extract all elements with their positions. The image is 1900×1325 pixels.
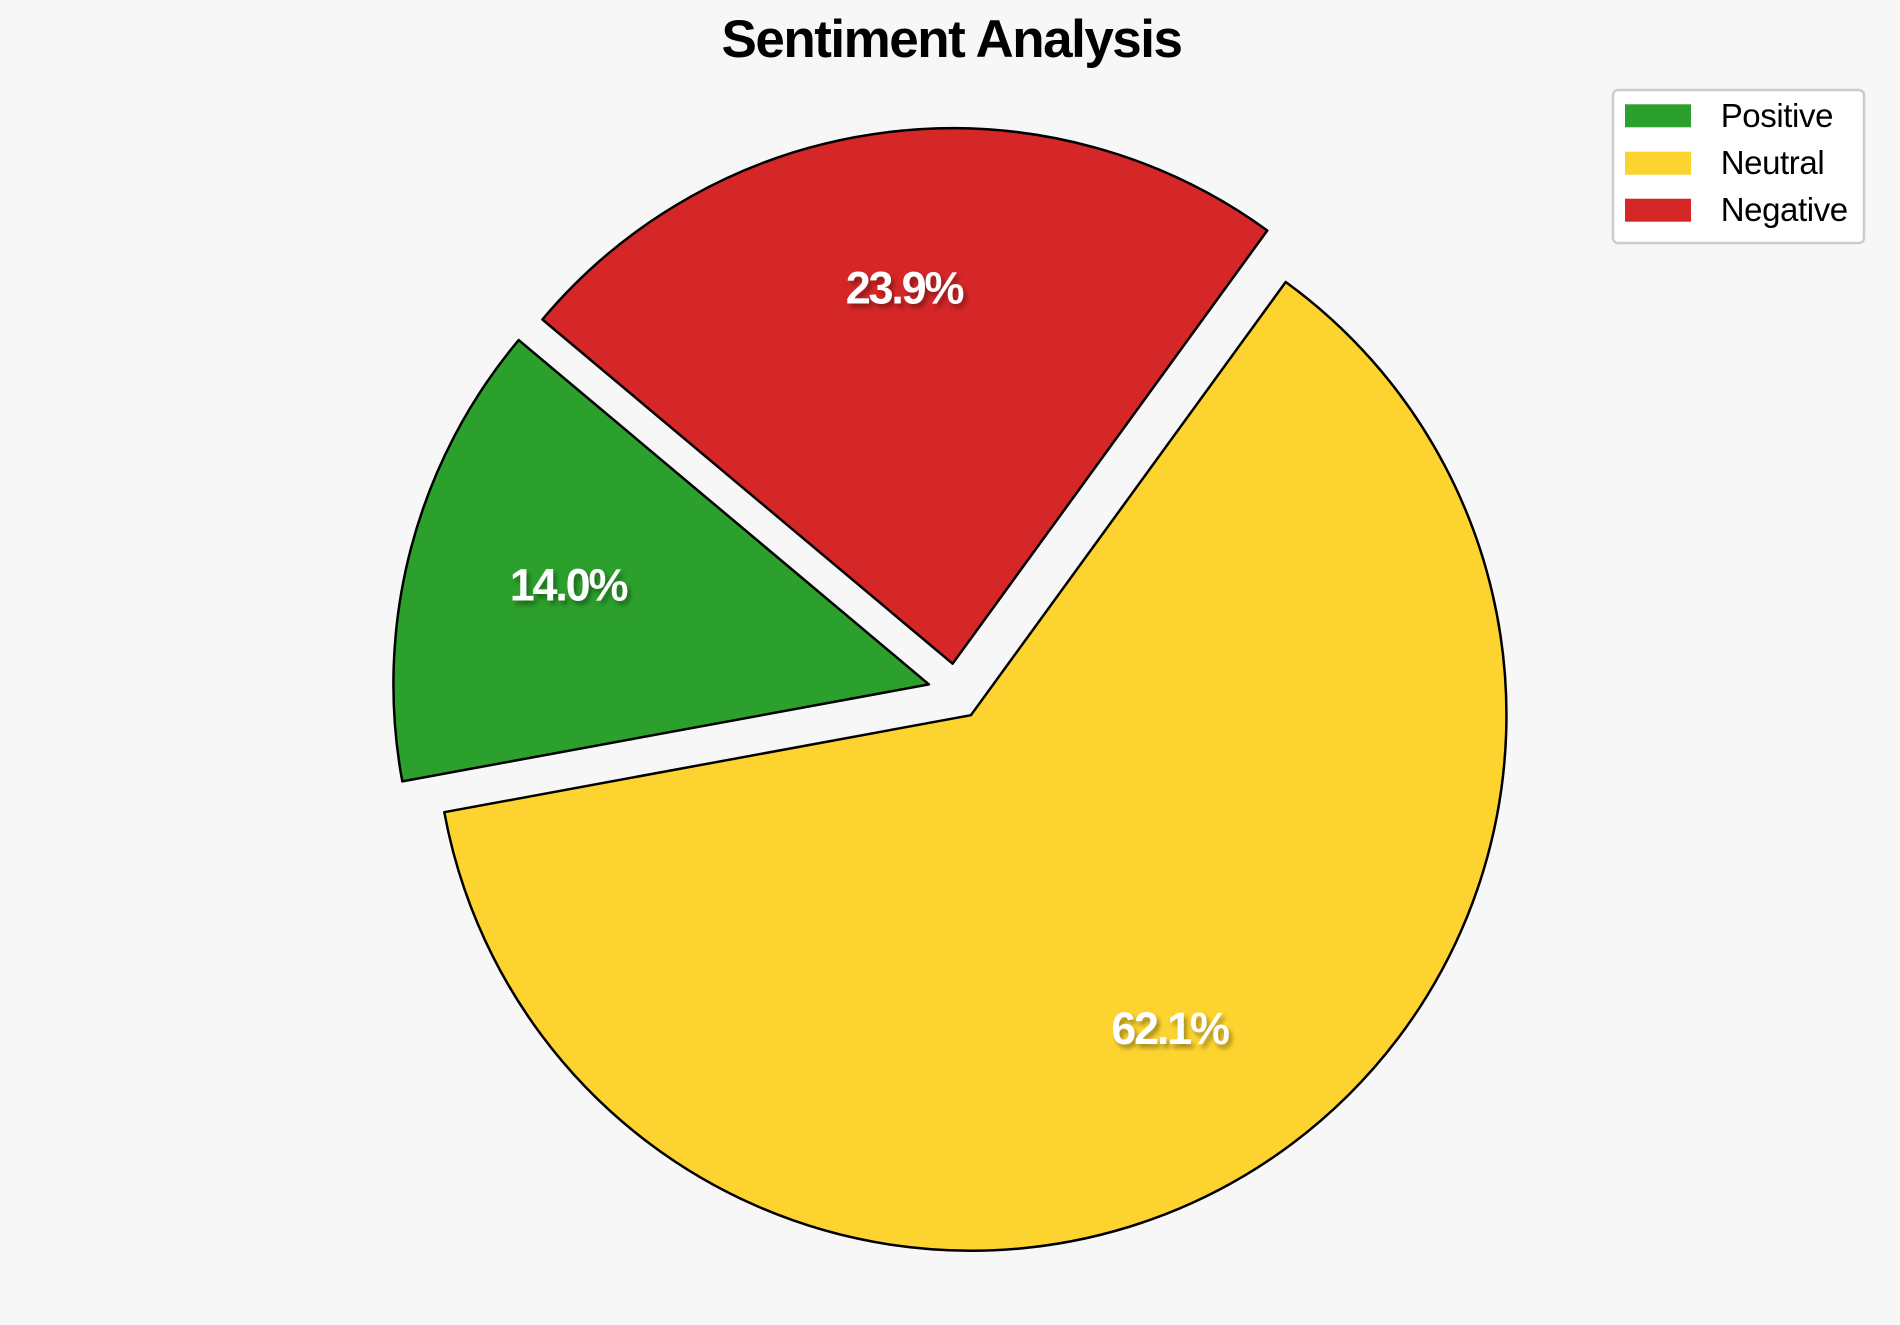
svg-text:Neutral: Neutral: [1721, 144, 1825, 181]
svg-text:Sentiment Analysis: Sentiment Analysis: [722, 10, 1182, 69]
svg-text:Positive: Positive: [1721, 97, 1833, 134]
svg-text:62.1%: 62.1%: [1111, 1003, 1229, 1054]
svg-text:23.9%: 23.9%: [846, 263, 964, 314]
svg-text:Negative: Negative: [1721, 191, 1848, 228]
svg-text:14.0%: 14.0%: [510, 560, 628, 611]
